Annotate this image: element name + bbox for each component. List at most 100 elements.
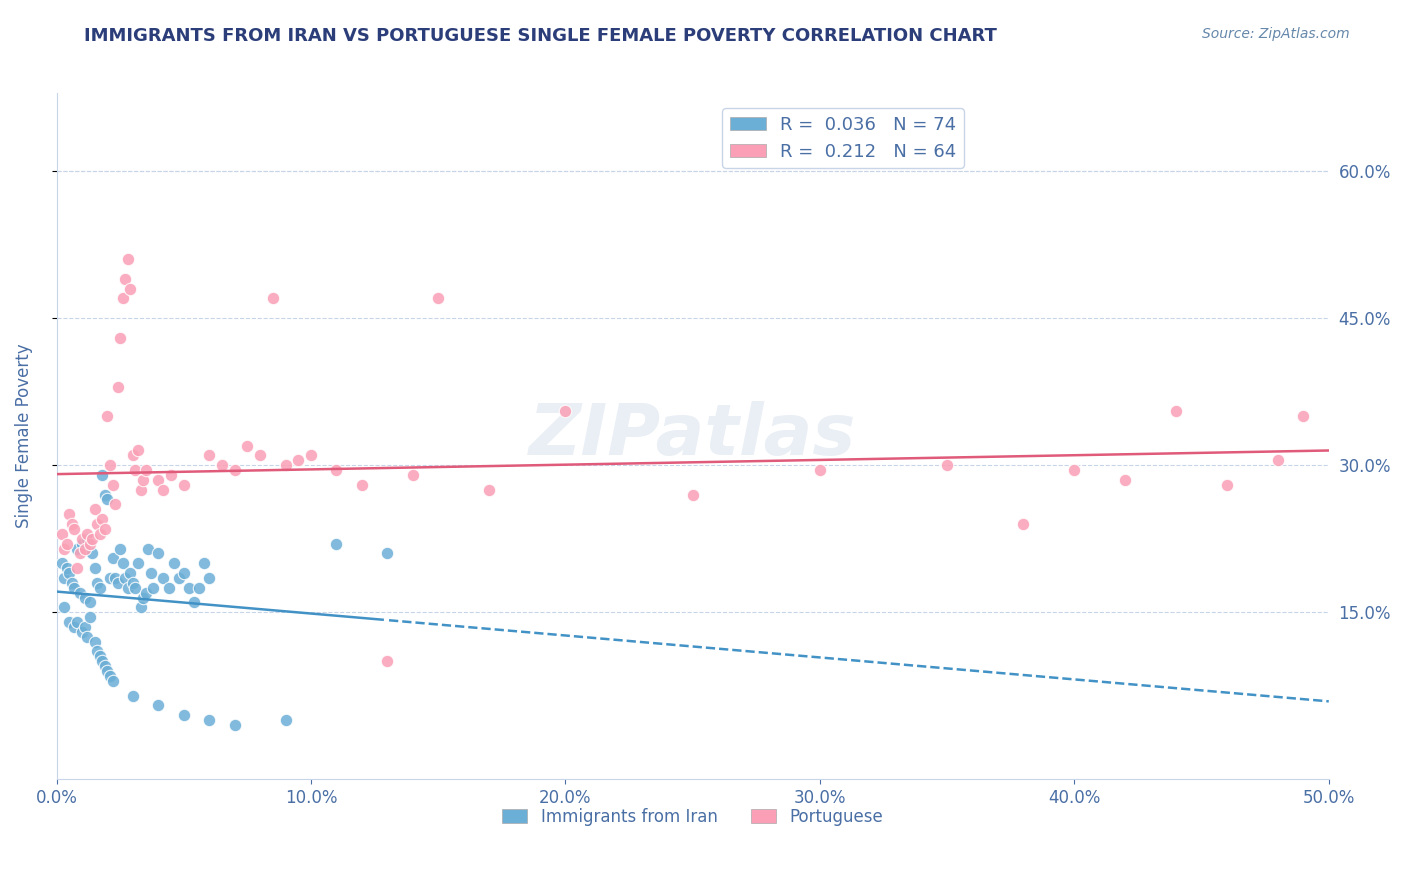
Point xyxy=(76,526,98,541)
Point xyxy=(91,467,114,482)
Point xyxy=(91,654,114,668)
Point xyxy=(104,497,127,511)
Point xyxy=(86,644,108,658)
Point xyxy=(224,718,246,732)
Point xyxy=(83,561,105,575)
Point xyxy=(111,556,134,570)
Text: IMMIGRANTS FROM IRAN VS PORTUGUESE SINGLE FEMALE POVERTY CORRELATION CHART: IMMIGRANTS FROM IRAN VS PORTUGUESE SINGL… xyxy=(84,27,997,45)
Point xyxy=(111,292,134,306)
Point xyxy=(76,630,98,644)
Point xyxy=(1164,404,1187,418)
Point xyxy=(148,698,170,713)
Point xyxy=(86,575,108,590)
Point xyxy=(51,556,73,570)
Point xyxy=(157,581,180,595)
Point xyxy=(402,467,425,482)
Point xyxy=(91,512,114,526)
Point xyxy=(163,556,186,570)
Point xyxy=(53,541,76,556)
Point xyxy=(177,581,200,595)
Point xyxy=(148,546,170,560)
Point xyxy=(152,483,174,497)
Point xyxy=(53,571,76,585)
Point xyxy=(136,541,159,556)
Point xyxy=(139,566,162,580)
Point xyxy=(299,449,322,463)
Point xyxy=(129,483,152,497)
Point xyxy=(132,473,155,487)
Point xyxy=(142,581,165,595)
Point xyxy=(58,615,80,629)
Point xyxy=(66,541,89,556)
Point xyxy=(198,713,221,727)
Point xyxy=(188,581,211,595)
Point xyxy=(101,673,124,688)
Point xyxy=(101,477,124,491)
Point xyxy=(86,516,108,531)
Point xyxy=(101,551,124,566)
Point xyxy=(135,585,157,599)
Point xyxy=(122,689,145,703)
Y-axis label: Single Female Poverty: Single Female Poverty xyxy=(15,343,32,528)
Point xyxy=(427,292,450,306)
Point xyxy=(114,272,136,286)
Point xyxy=(79,610,101,624)
Point xyxy=(478,483,501,497)
Point xyxy=(129,600,152,615)
Point xyxy=(808,463,831,477)
Point xyxy=(107,380,129,394)
Point xyxy=(127,443,149,458)
Point xyxy=(89,526,111,541)
Point xyxy=(682,487,704,501)
Point xyxy=(79,536,101,550)
Point xyxy=(249,449,271,463)
Point xyxy=(51,526,73,541)
Point xyxy=(73,620,96,634)
Point xyxy=(377,546,399,560)
Point xyxy=(135,463,157,477)
Point xyxy=(110,541,132,556)
Point xyxy=(1267,453,1289,467)
Point xyxy=(325,536,347,550)
Point xyxy=(110,331,132,345)
Point xyxy=(114,571,136,585)
Point xyxy=(211,458,233,472)
Point xyxy=(377,654,399,668)
Point xyxy=(124,581,146,595)
Point xyxy=(70,536,93,550)
Point xyxy=(76,532,98,546)
Point xyxy=(73,591,96,605)
Point xyxy=(70,624,93,639)
Point xyxy=(96,409,118,424)
Point xyxy=(56,536,79,550)
Point xyxy=(94,522,117,536)
Point xyxy=(98,458,121,472)
Point xyxy=(1063,463,1085,477)
Point xyxy=(79,595,101,609)
Point xyxy=(1216,477,1239,491)
Point xyxy=(98,571,121,585)
Point xyxy=(63,581,86,595)
Point xyxy=(127,556,149,570)
Point xyxy=(120,282,142,296)
Point xyxy=(274,713,297,727)
Point xyxy=(66,561,89,575)
Point xyxy=(82,546,104,560)
Text: Source: ZipAtlas.com: Source: ZipAtlas.com xyxy=(1202,27,1350,41)
Point xyxy=(325,463,347,477)
Point xyxy=(152,571,174,585)
Point xyxy=(94,659,117,673)
Point xyxy=(262,292,284,306)
Legend: Immigrants from Iran, Portuguese: Immigrants from Iran, Portuguese xyxy=(496,801,890,832)
Point xyxy=(183,595,205,609)
Point xyxy=(236,439,259,453)
Point xyxy=(69,546,91,560)
Point xyxy=(173,566,195,580)
Point xyxy=(70,532,93,546)
Point xyxy=(63,620,86,634)
Point xyxy=(122,575,145,590)
Point xyxy=(56,561,79,575)
Point xyxy=(58,566,80,580)
Point xyxy=(350,477,373,491)
Point xyxy=(63,522,86,536)
